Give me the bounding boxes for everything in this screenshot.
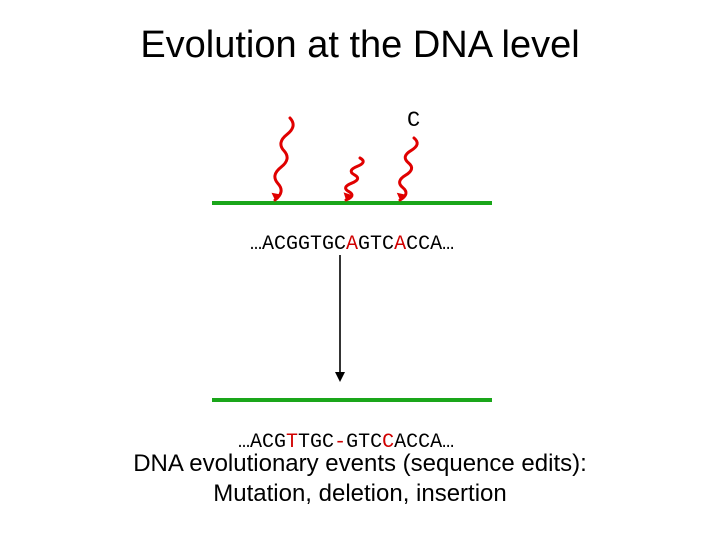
mutation-squiggle-icon <box>346 158 364 200</box>
diagram-overlay <box>0 0 720 540</box>
mutation-squiggle-icon <box>275 118 293 200</box>
evolution-arrow-head-icon <box>335 372 345 382</box>
mutation-squiggle-icon <box>400 138 418 200</box>
